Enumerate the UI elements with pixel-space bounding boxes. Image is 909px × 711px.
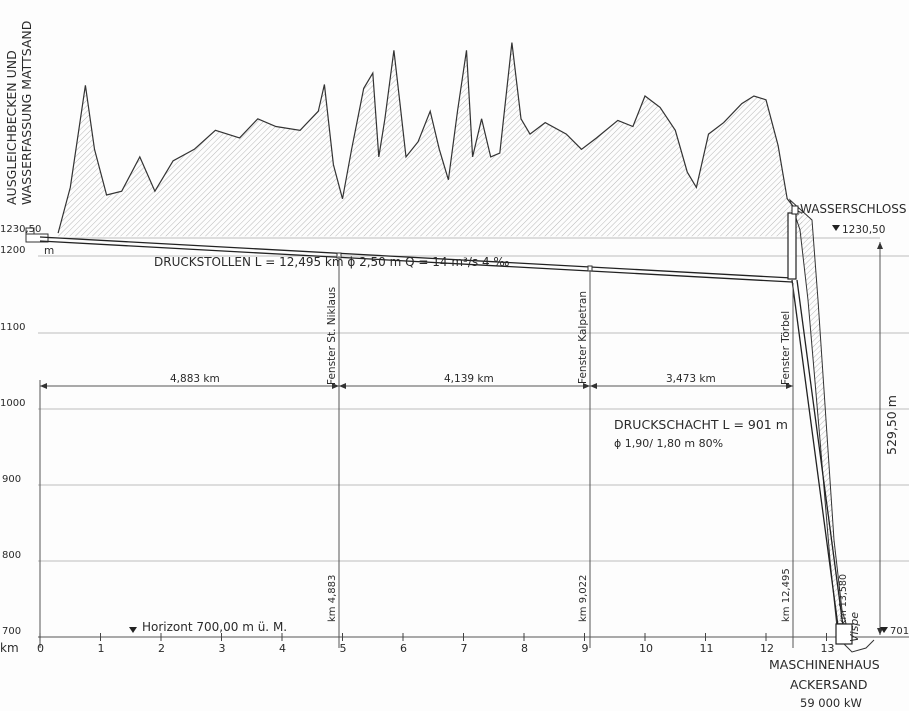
elev-900: 900: [2, 474, 21, 485]
window-km-toerbel: km 12,495: [781, 568, 792, 622]
powerhouse-label-3: 59 000 kW: [800, 696, 862, 710]
km-label-11: 11: [700, 642, 714, 655]
level-marker-low-right: [880, 627, 888, 633]
km-axis-ticks: [39, 633, 827, 641]
km-label-1: 1: [98, 642, 105, 655]
window-km-kalpetran: km 9,022: [578, 575, 589, 622]
level-left-label: 1230,50: [0, 224, 41, 235]
distance-3: 3,473 km: [666, 373, 716, 385]
schacht-label-1: DRUCKSCHACHT L = 901 m: [614, 417, 788, 432]
elev-700: 700: [2, 626, 21, 637]
km-label-7: 7: [461, 642, 468, 655]
km-axis-label: km: [0, 641, 19, 655]
terrain-surface-line: [57, 42, 803, 234]
km-label-4: 4: [279, 642, 286, 655]
window-km-st-niklaus: km 4,883: [327, 575, 338, 622]
distance-1: 4,883 km: [170, 373, 220, 385]
intake-label-line1: AUSGLEICHBECKEN UND: [4, 50, 19, 205]
powerhouse-label-1: MASCHINENHAUS: [769, 657, 880, 672]
level-marker-horizon: [129, 627, 137, 633]
level-marker-right: [832, 225, 840, 231]
km-label-2: 2: [158, 642, 165, 655]
surge-tank: [787, 205, 799, 280]
powerhouse-structure: [835, 623, 875, 653]
elev-1200: 1200: [0, 245, 25, 256]
elevation-grid: [38, 237, 909, 638]
window-name-toerbel: Fenster Törbel: [780, 311, 792, 385]
valley-slope-hatching: [788, 198, 851, 638]
distance-2: 4,139 km: [444, 373, 494, 385]
horizon-label: Horizont 700,00 m ü. M.: [142, 620, 287, 634]
terrain-hatching: [58, 42, 803, 237]
km-label-13: 13: [821, 642, 835, 655]
elev-1100: 1100: [0, 322, 25, 333]
surge-tank-label: WASSERSCHLOSS: [800, 202, 907, 216]
km-label-9: 9: [582, 642, 589, 655]
powerhouse-label-2: ACKERSAND: [790, 677, 868, 692]
km-axis-labels: 0 1 2 3 4 5 6 7 8 9 10 11 12 13: [37, 642, 835, 655]
elev-1000: 1000: [0, 398, 25, 409]
intake-label-line2: WASSERFASSUNG MATTSAND: [19, 21, 34, 205]
window-name-kalpetran: Fenster Kalpetran: [577, 291, 589, 384]
km-label-8: 8: [521, 642, 528, 655]
window-lines: [39, 256, 794, 648]
km-13580-label: km 13,580: [838, 574, 849, 625]
unit-m-label: m: [44, 245, 54, 257]
km-label-12: 12: [760, 642, 774, 655]
km-label-6: 6: [400, 642, 407, 655]
window-name-st-niklaus: Fenster St. Niklaus: [326, 287, 338, 385]
km-label-5: 5: [340, 642, 347, 655]
stollen-label: DRUCKSTOLLEN L = 12,495 km ϕ 2,50 m Q = …: [154, 255, 510, 269]
schacht-label-2: ϕ 1,90/ 1,80 m 80%: [614, 437, 723, 450]
km-label-0: 0: [37, 642, 44, 655]
level-right-label: 1230,50: [842, 224, 885, 236]
height-dimension: [877, 242, 883, 635]
right-level-low-label: 701,0: [890, 626, 909, 637]
km-label-3: 3: [219, 642, 226, 655]
elev-800: 800: [2, 550, 21, 561]
vispe-label: Vispe: [848, 612, 861, 642]
distance-dimensions: [40, 383, 793, 389]
height-diff-label: 529,50 m: [884, 395, 899, 455]
km-label-10: 10: [639, 642, 653, 655]
pressure-shaft: [791, 279, 844, 627]
